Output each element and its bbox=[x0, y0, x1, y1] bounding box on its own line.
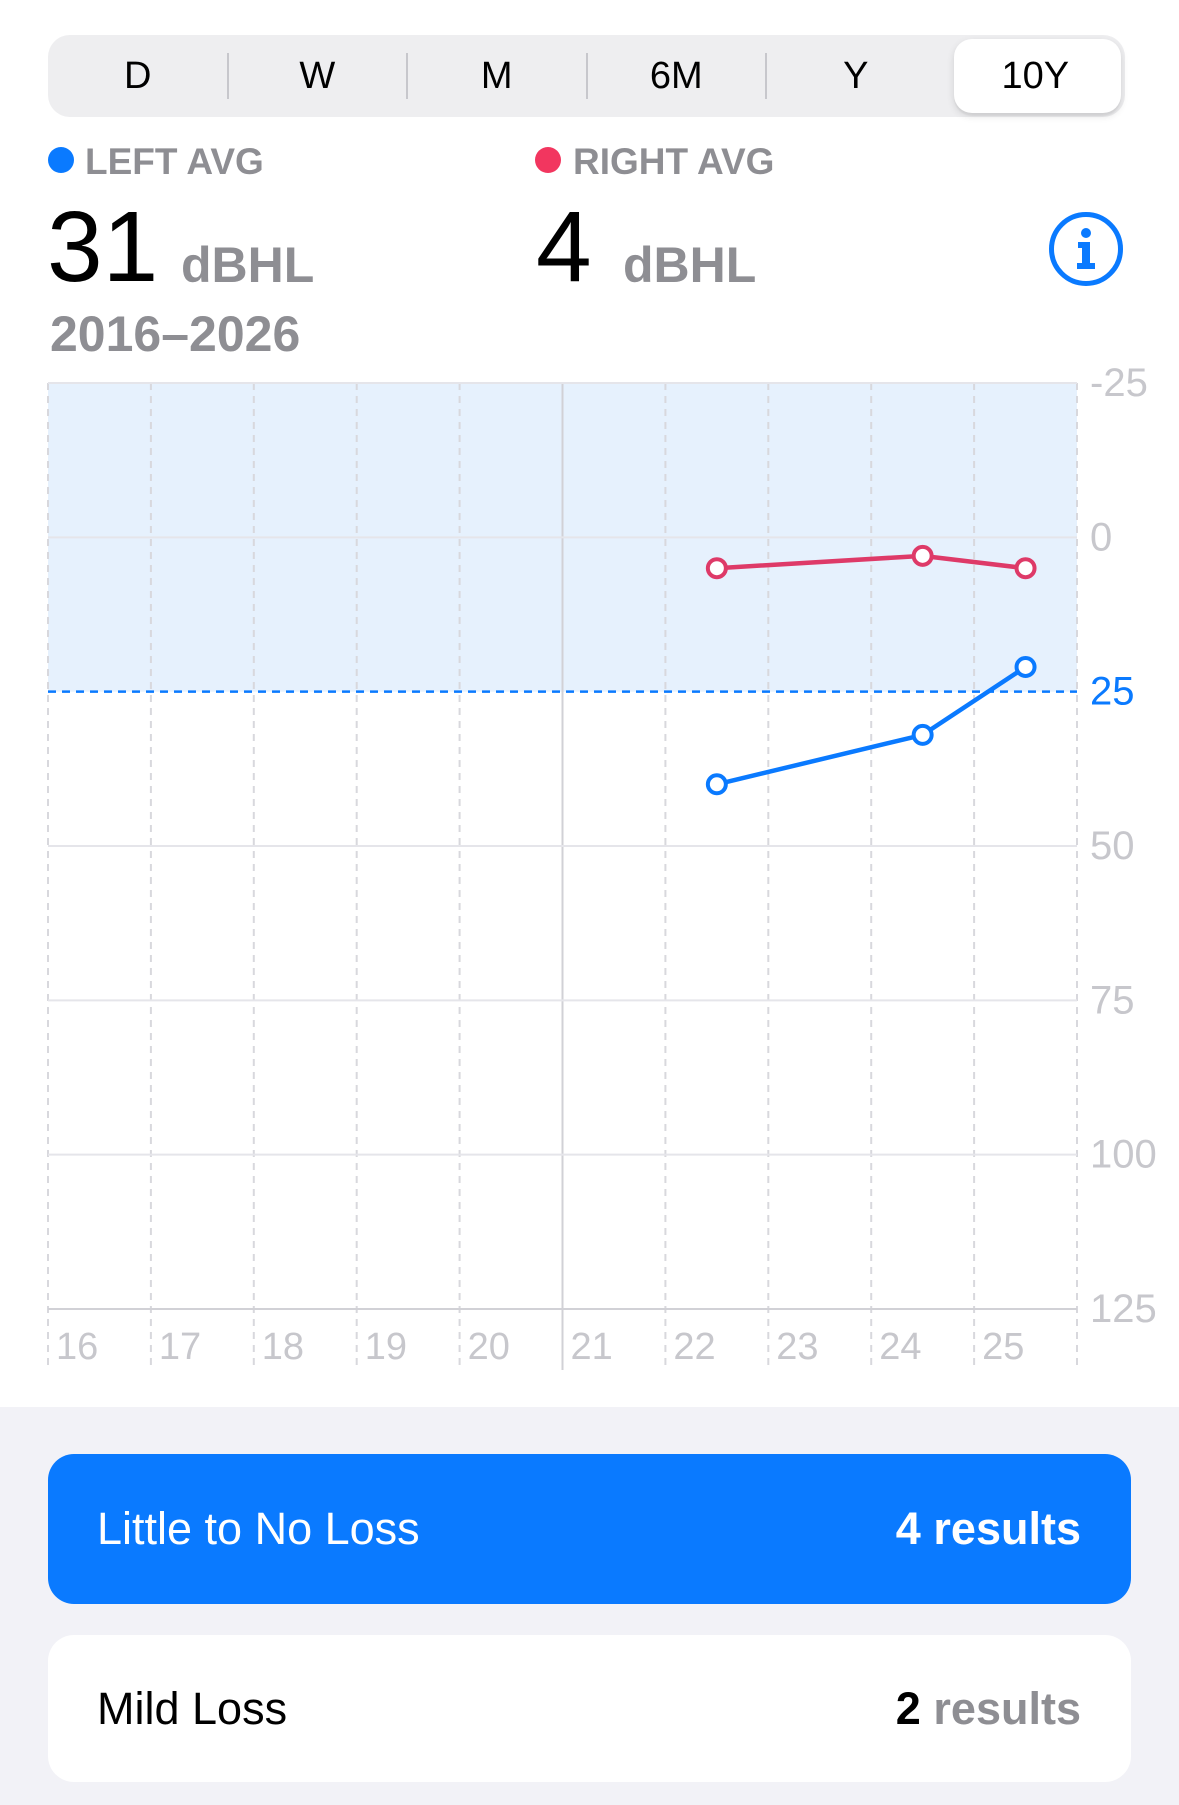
x-tick-label: 25 bbox=[982, 1326, 1024, 1368]
category-count-suffix: results bbox=[933, 1503, 1081, 1554]
y-tick-label: 25 bbox=[1090, 670, 1135, 714]
data-point bbox=[911, 544, 934, 567]
category-label: Little to No Loss bbox=[97, 1503, 420, 1554]
segment-label: M bbox=[480, 54, 513, 97]
segment-year[interactable]: Y bbox=[766, 35, 946, 117]
y-tick-label: 100 bbox=[1090, 1133, 1157, 1177]
data-point bbox=[1014, 557, 1037, 580]
segment-divider bbox=[406, 53, 408, 99]
hearing-chart: -25 0 25 50 75 100 125 16 17 18 19 20 21 22 23 24 25 bbox=[47, 361, 1157, 1370]
y-tick-label: -25 bbox=[1090, 361, 1148, 405]
x-tick-label: 16 bbox=[56, 1326, 98, 1368]
x-tick-label: 24 bbox=[879, 1326, 921, 1368]
segment-divider bbox=[765, 53, 767, 99]
category-count: 4 results bbox=[896, 1503, 1081, 1555]
data-point bbox=[911, 723, 934, 746]
segment-6-months[interactable]: 6M bbox=[587, 35, 767, 117]
right-avg-label: RIGHT AVG bbox=[573, 141, 775, 182]
left-avg-value: 31 bbox=[47, 191, 159, 303]
category-count-suffix: results bbox=[933, 1682, 1081, 1734]
data-point bbox=[1014, 655, 1037, 678]
segment-label: 10Y bbox=[1001, 54, 1070, 97]
segment-label: W bbox=[299, 54, 336, 97]
x-tick-label: 17 bbox=[159, 1326, 201, 1368]
data-point bbox=[705, 773, 728, 796]
segment-label: Y bbox=[843, 54, 869, 97]
x-tick-label: 22 bbox=[673, 1326, 715, 1368]
segment-divider bbox=[226, 53, 229, 99]
date-range: 2016–2026 bbox=[50, 306, 301, 362]
x-tick-label: 21 bbox=[571, 1326, 613, 1368]
segment-10-years[interactable]: 10Y bbox=[946, 35, 1126, 117]
x-tick-label: 18 bbox=[262, 1326, 304, 1368]
left-avg-unit: dBHL bbox=[181, 237, 315, 293]
left-legend-dot bbox=[48, 147, 74, 173]
y-tick-label: 125 bbox=[1090, 1287, 1157, 1331]
segment-day[interactable]: D bbox=[48, 35, 228, 117]
segment-month[interactable]: M bbox=[407, 35, 587, 117]
info-circle-icon bbox=[1049, 212, 1123, 286]
category-count-number: 2 bbox=[895, 1682, 921, 1734]
category-count: 2 results bbox=[896, 1683, 1081, 1735]
time-range-segmented-control: D W M 6M Y 10Y bbox=[48, 35, 1125, 117]
segment-divider bbox=[585, 53, 588, 99]
left-avg-label: LEFT AVG bbox=[85, 141, 264, 182]
y-tick-label: 75 bbox=[1090, 978, 1135, 1022]
segment-label: 6M bbox=[649, 54, 703, 97]
category-count-number: 4 bbox=[895, 1503, 921, 1554]
x-tick-label: 23 bbox=[776, 1326, 818, 1368]
right-legend-dot bbox=[535, 147, 561, 173]
segment-week[interactable]: W bbox=[228, 35, 408, 117]
right-avg-value: 4 bbox=[536, 191, 592, 303]
y-tick-label: 50 bbox=[1090, 824, 1135, 868]
category-label: Mild Loss bbox=[97, 1682, 288, 1734]
result-category-little-to-no-loss[interactable]: Little to No Loss 4 results bbox=[48, 1454, 1131, 1604]
segment-label: D bbox=[124, 54, 152, 97]
x-tick-label: 19 bbox=[365, 1326, 407, 1368]
x-tick-label: 20 bbox=[468, 1326, 510, 1368]
chart-panel bbox=[0, 0, 1179, 1407]
result-category-mild-loss[interactable]: Mild Loss 2 results bbox=[48, 1635, 1131, 1782]
right-avg-unit: dBHL bbox=[623, 237, 757, 293]
data-point bbox=[705, 557, 728, 580]
info-button[interactable] bbox=[1048, 211, 1124, 287]
y-tick-label: 0 bbox=[1090, 515, 1112, 559]
